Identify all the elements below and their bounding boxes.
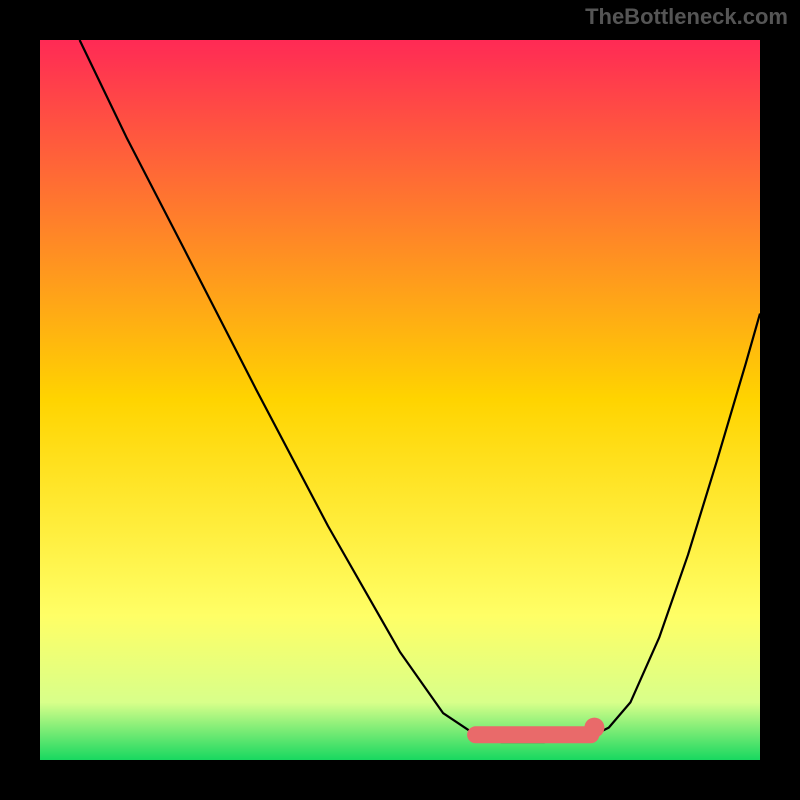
watermark-text: TheBottleneck.com: [585, 4, 788, 30]
chart-svg: [0, 0, 800, 800]
optimal-range-end-dot: [584, 718, 604, 738]
chart-frame: TheBottleneck.com: [0, 0, 800, 800]
